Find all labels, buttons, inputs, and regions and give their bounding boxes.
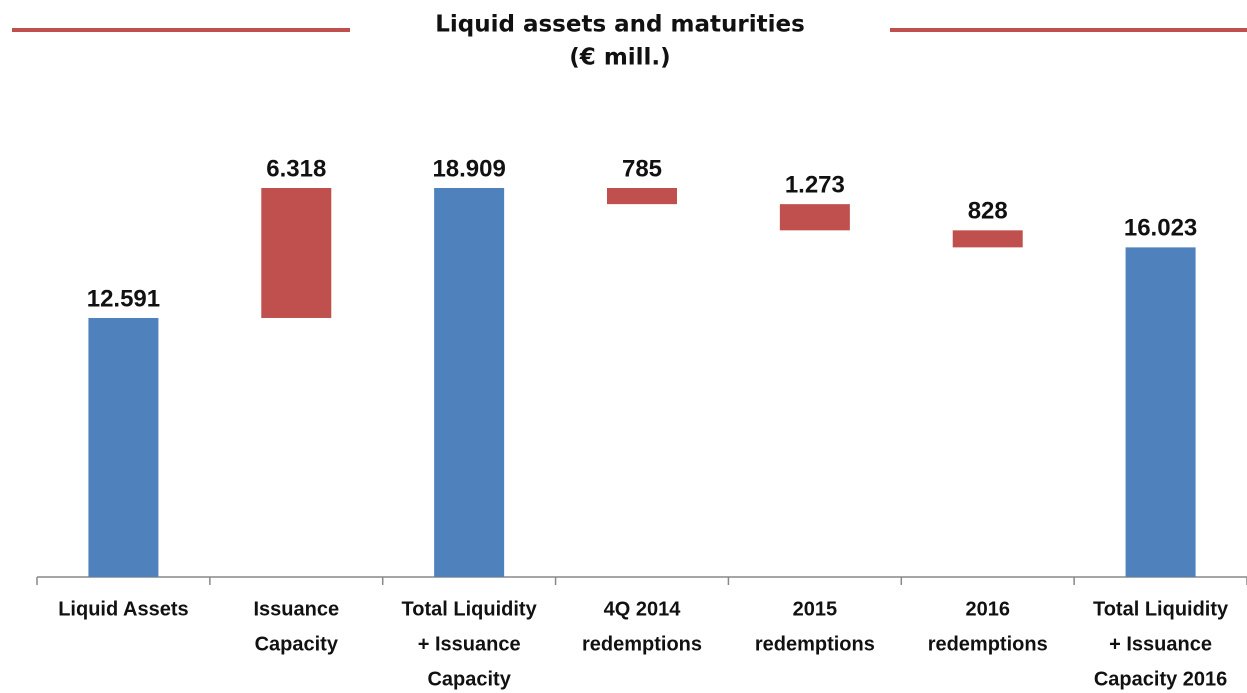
x-tick-label: 2016 [965, 598, 1010, 620]
x-tick-label: Capacity [427, 668, 511, 690]
chart-subtitle: (€ mill.) [569, 45, 670, 71]
value-label: 16.023 [1124, 215, 1197, 242]
bar [434, 188, 505, 577]
x-tick-label: Capacity [255, 633, 339, 655]
bar [261, 188, 332, 318]
value-label: 785 [622, 155, 662, 182]
x-tick-label: redemptions [582, 633, 702, 655]
value-label: 1.273 [785, 171, 845, 198]
bar [1125, 247, 1196, 578]
bar [607, 188, 677, 205]
value-label: 18.909 [432, 155, 505, 182]
x-tick-label: 4Q 2014 [604, 598, 682, 620]
x-tick-label: 2015 [793, 598, 838, 620]
bar [88, 317, 159, 577]
value-label: 828 [968, 198, 1008, 225]
bar [952, 230, 1023, 248]
x-tick-label: Total Liquidity [402, 598, 538, 620]
x-tick-label: + Issuance [418, 633, 521, 655]
x-tick-label: + Issuance [1109, 633, 1212, 655]
value-label: 12.591 [87, 285, 160, 312]
x-tick-label: redemptions [928, 633, 1048, 655]
x-tick-label: Total Liquidity [1093, 598, 1229, 620]
x-tick-label: Liquid Assets [58, 598, 188, 620]
value-label: 6.318 [266, 155, 326, 182]
x-tick-label: Issuance [253, 598, 339, 620]
x-tick-label: Capacity 2016 [1094, 668, 1227, 690]
chart-title: Liquid assets and maturities [435, 12, 805, 38]
x-tick-label: redemptions [755, 633, 875, 655]
bar [779, 204, 850, 231]
